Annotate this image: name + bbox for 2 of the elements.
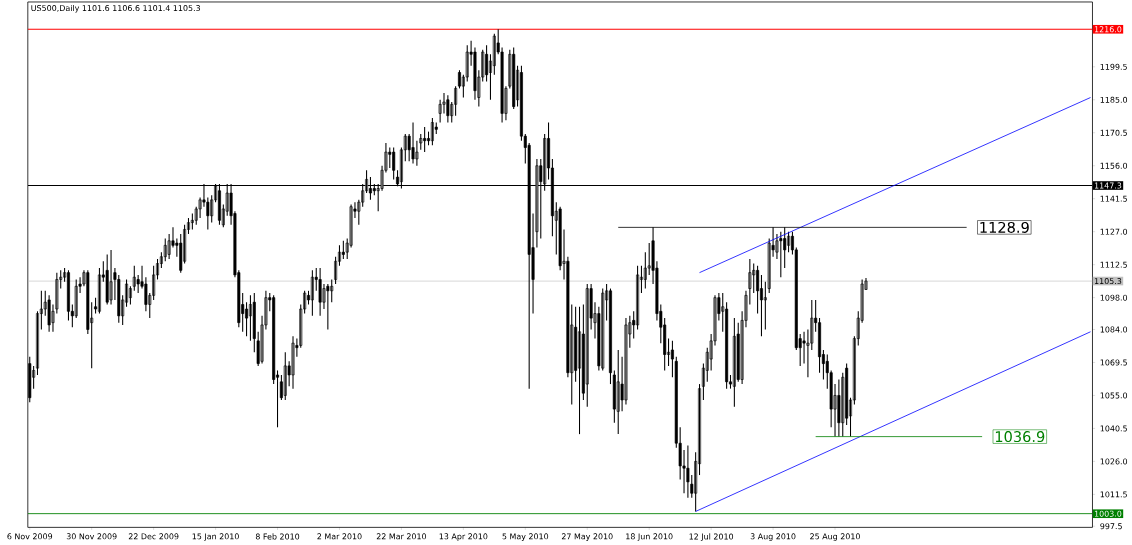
data-label: 1036.9 [995,430,1045,442]
data-label: 1128.9 [980,221,1029,233]
